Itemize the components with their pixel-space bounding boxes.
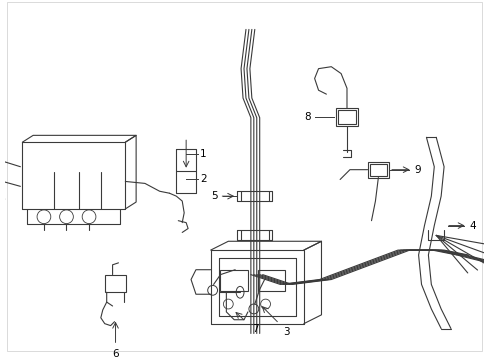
Text: 4: 4 [468,221,475,230]
Text: 9: 9 [414,165,421,175]
Bar [104,275,126,292]
Bar [336,108,357,126]
Text: 7: 7 [251,324,258,334]
Bar [338,110,355,123]
Text: 6: 6 [112,349,119,359]
Text: 5: 5 [210,191,217,201]
Text: 1: 1 [200,149,206,159]
Text: 2: 2 [200,174,206,184]
Text: 8: 8 [304,112,310,122]
Bar [369,164,386,176]
Bar [220,270,247,291]
Bar [257,270,285,291]
Bar [367,162,388,177]
Text: 3: 3 [283,327,289,337]
